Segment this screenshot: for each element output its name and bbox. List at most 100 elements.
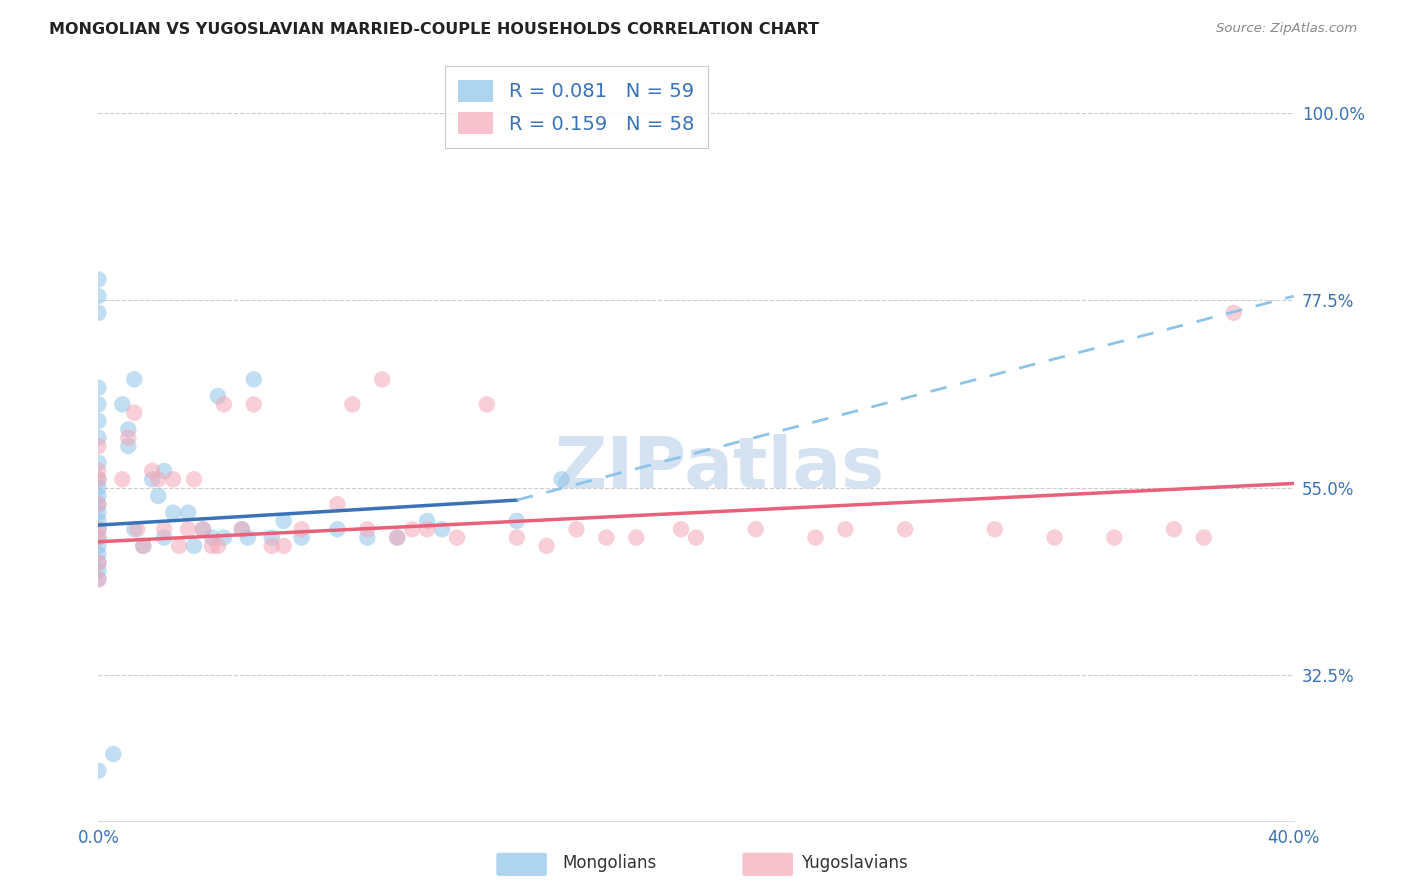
Point: [834, 522, 856, 536]
Point: [87, 531, 110, 545]
Point: [191, 522, 214, 536]
Point: [984, 522, 1007, 536]
Point: [191, 522, 214, 536]
Point: [401, 522, 423, 536]
Point: [87, 289, 110, 303]
Point: [87, 414, 110, 428]
Point: [87, 456, 110, 470]
Point: [153, 531, 176, 545]
Point: [162, 472, 184, 486]
Point: [87, 497, 110, 511]
Text: ZIPatlas: ZIPatlas: [555, 434, 884, 503]
Point: [894, 522, 917, 536]
Point: [416, 514, 439, 528]
Point: [243, 372, 266, 386]
Point: [117, 422, 139, 436]
Point: [506, 531, 529, 545]
Point: [1043, 531, 1066, 545]
Point: [385, 531, 409, 545]
Point: [87, 481, 110, 495]
Point: [326, 497, 349, 511]
Point: [231, 522, 253, 536]
Point: [87, 272, 110, 286]
Point: [385, 531, 409, 545]
Point: [103, 747, 125, 761]
Point: [87, 497, 110, 511]
Point: [167, 539, 190, 553]
Point: [260, 539, 283, 553]
Point: [212, 531, 235, 545]
Point: [243, 397, 266, 411]
Point: [550, 472, 572, 486]
Point: [231, 522, 253, 536]
Point: [273, 539, 295, 553]
Point: [87, 472, 110, 486]
Point: [685, 531, 707, 545]
Point: [148, 472, 170, 486]
Point: [177, 506, 200, 520]
Point: [416, 522, 439, 536]
Point: [111, 472, 134, 486]
Point: [141, 464, 163, 478]
Text: Source: ZipAtlas.com: Source: ZipAtlas.com: [1216, 22, 1357, 36]
Point: [87, 381, 110, 395]
Point: [87, 522, 110, 536]
Point: [87, 531, 110, 545]
Point: [201, 539, 224, 553]
Text: Mongolians: Mongolians: [562, 855, 657, 872]
Point: [177, 522, 200, 536]
Point: [536, 539, 558, 553]
Point: [260, 531, 283, 545]
Point: [565, 522, 588, 536]
Point: [475, 397, 498, 411]
Point: [127, 522, 149, 536]
Point: [430, 522, 453, 536]
Text: Yugoslavians: Yugoslavians: [801, 855, 908, 872]
Point: [87, 514, 110, 528]
Point: [446, 531, 468, 545]
Point: [111, 397, 134, 411]
Point: [236, 531, 259, 545]
Point: [87, 506, 110, 520]
Point: [669, 522, 692, 536]
Point: [506, 514, 529, 528]
Point: [87, 397, 110, 411]
Point: [183, 539, 205, 553]
Point: [291, 531, 314, 545]
Point: [183, 472, 205, 486]
Point: [117, 439, 139, 453]
Point: [356, 522, 378, 536]
Point: [132, 539, 155, 553]
Point: [87, 539, 110, 553]
Legend: R = 0.081   N = 59, R = 0.159   N = 58: R = 0.081 N = 59, R = 0.159 N = 58: [444, 66, 709, 148]
Point: [87, 464, 110, 478]
Point: [201, 531, 224, 545]
Point: [291, 522, 314, 536]
Point: [87, 564, 110, 578]
Point: [141, 472, 163, 486]
Point: [117, 431, 139, 445]
Point: [153, 522, 176, 536]
Point: [87, 556, 110, 570]
Point: [153, 464, 176, 478]
Point: [87, 439, 110, 453]
Point: [212, 397, 235, 411]
Point: [124, 406, 146, 420]
Point: [804, 531, 827, 545]
Point: [87, 472, 110, 486]
Point: [326, 522, 349, 536]
Point: [162, 506, 184, 520]
Point: [1192, 531, 1215, 545]
Point: [87, 572, 110, 586]
Point: [1104, 531, 1126, 545]
Point: [124, 372, 146, 386]
Point: [356, 531, 378, 545]
Point: [87, 431, 110, 445]
Point: [87, 522, 110, 536]
Point: [1163, 522, 1185, 536]
Point: [273, 514, 295, 528]
Point: [626, 531, 648, 545]
Text: MONGOLIAN VS YUGOSLAVIAN MARRIED-COUPLE HOUSEHOLDS CORRELATION CHART: MONGOLIAN VS YUGOSLAVIAN MARRIED-COUPLE …: [49, 22, 820, 37]
Point: [371, 372, 394, 386]
Point: [207, 539, 229, 553]
